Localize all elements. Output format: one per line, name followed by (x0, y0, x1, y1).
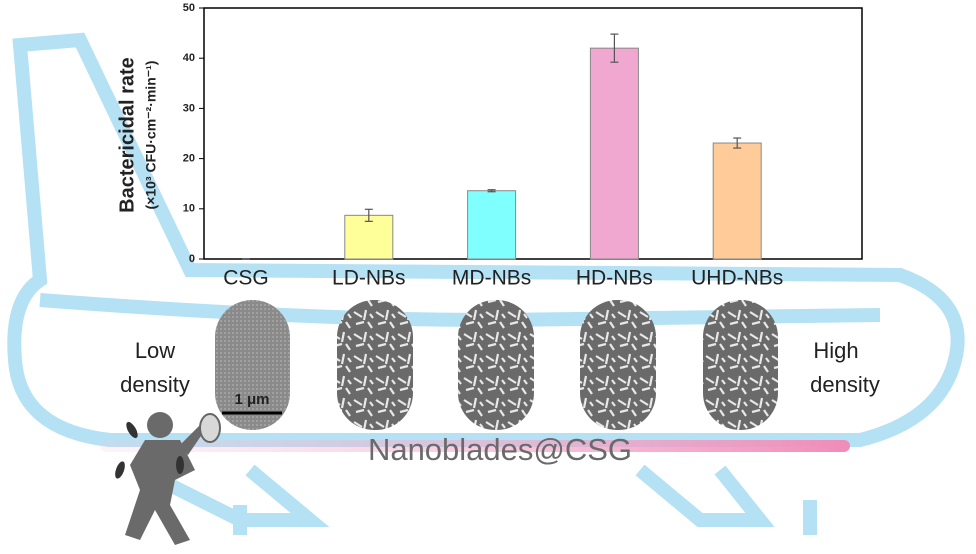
annotation: Low (135, 338, 175, 363)
person-icon (115, 412, 221, 545)
y-tick-label: 30 (183, 102, 195, 114)
error-bar (733, 137, 742, 149)
x-tick-label: LD-NBs (332, 267, 406, 290)
bar (467, 190, 517, 260)
annotation: High (813, 338, 858, 363)
bar (589, 47, 639, 260)
error-bar (610, 33, 619, 63)
x-tick-label: UHD-NBs (691, 267, 783, 290)
y-tick-label: 50 (183, 2, 195, 14)
y-tick-label: 10 (183, 203, 195, 215)
y-tick-label: 0 (189, 253, 195, 265)
error-bar (364, 208, 373, 222)
y-tick-label: 40 (183, 52, 195, 64)
y-tick-label: 20 (183, 153, 195, 165)
plot-frame (203, 7, 863, 260)
airplane-outline (7, 32, 965, 535)
y-axis-label: (×10³ CFU·cm⁻²·min⁻¹) (143, 61, 159, 210)
streak (100, 440, 850, 452)
sem-images (215, 300, 778, 430)
bar (344, 214, 394, 260)
error-bar (487, 189, 496, 193)
annotation: density (810, 372, 880, 397)
scale-label: 1 μm (234, 391, 269, 408)
chart: 0 10 20 30 40 50 Bactericidal rate (×10³ CFU·cm… (116, 2, 863, 290)
bar (712, 142, 762, 260)
x-tick-label: CSG (223, 267, 269, 290)
annotation: density (120, 372, 190, 397)
y-axis-label: Bactericidal rate (116, 57, 138, 213)
caption: Nanoblades@CSG (368, 432, 632, 467)
x-tick-label: MD-NBs (452, 267, 531, 290)
x-tick-label: HD-NBs (576, 267, 653, 290)
